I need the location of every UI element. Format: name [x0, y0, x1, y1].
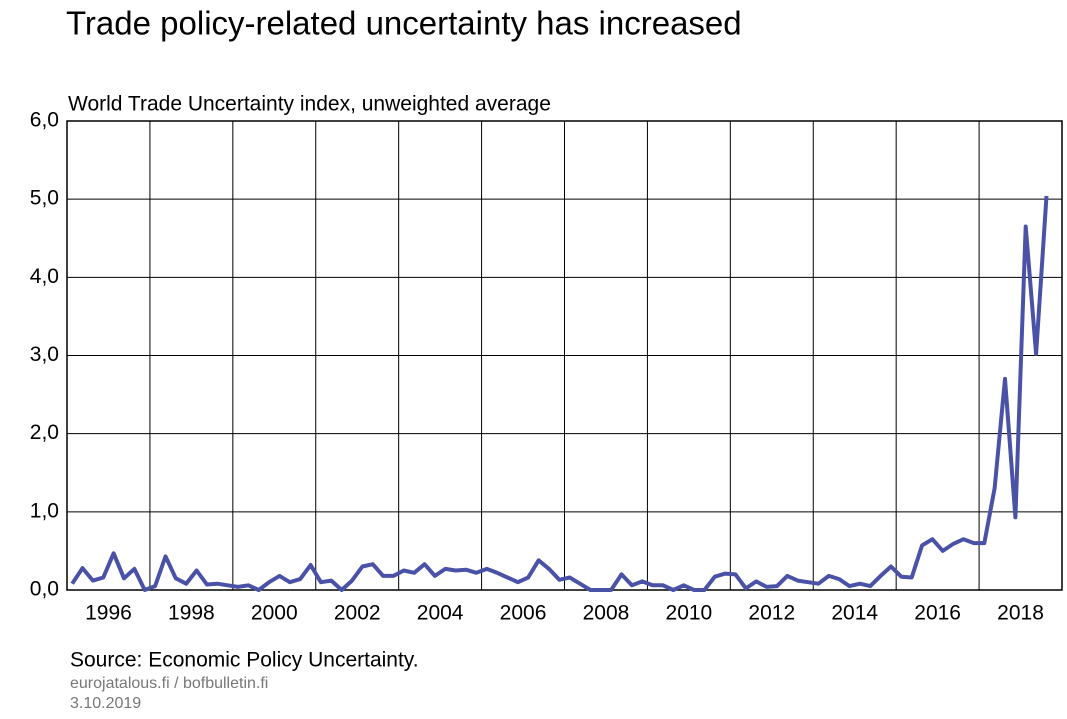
- x-tick-label: 2018: [997, 602, 1044, 625]
- source: Source: Economic Policy Uncertainty.: [70, 649, 419, 672]
- y-tick-label: 4,0: [30, 265, 59, 288]
- y-tick-label: 1,0: [30, 499, 59, 522]
- x-tick-label: 1996: [85, 602, 132, 625]
- x-tick-label: 2016: [914, 602, 961, 625]
- x-tick-label: 2010: [666, 602, 713, 625]
- chart-subtitle: World Trade Uncertainty index, unweighte…: [68, 93, 551, 116]
- y-tick-label: 2,0: [30, 421, 59, 444]
- date: 3.10.2019: [70, 695, 141, 712]
- plot-frame: [66, 120, 1063, 591]
- x-tick-label: 1998: [168, 602, 215, 625]
- y-tick-label: 0,0: [30, 578, 59, 601]
- x-tick-label: 2000: [251, 602, 298, 625]
- x-tick-label: 2014: [831, 602, 878, 625]
- y-tick-label: 5,0: [30, 187, 59, 210]
- x-tick-label: 2004: [417, 602, 464, 625]
- y-tick-label: 3,0: [30, 343, 59, 366]
- x-tick-label: 2006: [500, 602, 547, 625]
- credit: eurojatalous.fi / bofbulletin.fi: [70, 675, 268, 692]
- data-line: [70, 195, 1049, 592]
- x-tick-label: 2002: [334, 602, 381, 625]
- x-tick-label: 2012: [748, 602, 795, 625]
- x-tick-label: 2008: [583, 602, 630, 625]
- chart-title: Trade policy-related uncertainty has inc…: [66, 5, 742, 42]
- y-tick-label: 6,0: [30, 109, 59, 132]
